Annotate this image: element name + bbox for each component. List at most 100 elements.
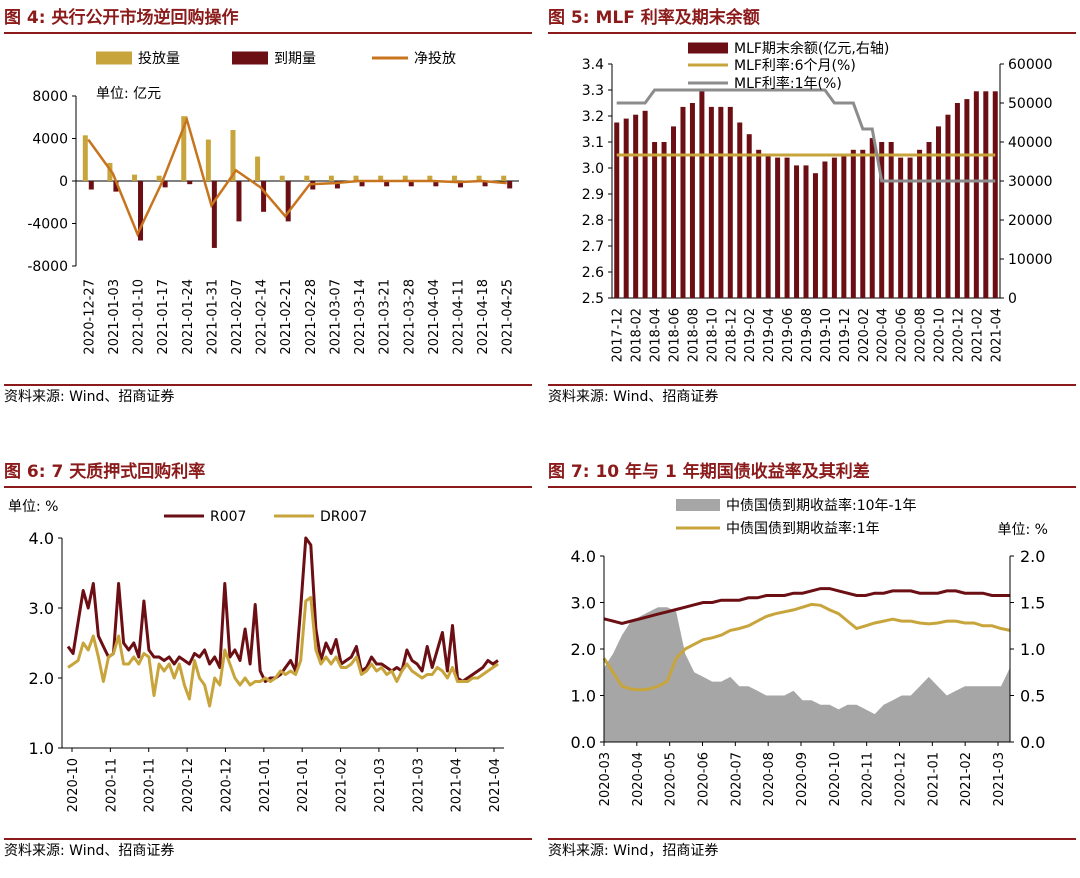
x-tick-label: 2021-04: [488, 758, 503, 812]
y-tick-label-right: 0: [1008, 291, 1017, 307]
x-tick-label: 2021-04-18: [476, 279, 491, 355]
bar-maturity: [433, 181, 439, 187]
x-tick-label: 2021-02-07: [230, 279, 245, 355]
x-tick-label: 2021-03-07: [328, 279, 343, 355]
x-tick-label: 2021-04-11: [451, 279, 466, 355]
chart-title: 图 7: 10 年与 1 年期国债收益率及其利差: [548, 458, 1076, 488]
unit-note: 单位: %: [8, 499, 58, 515]
bar-mlf-balance: [888, 142, 894, 298]
unit-note: 单位: 亿元: [96, 86, 161, 102]
bar-mlf-balance: [860, 149, 866, 298]
y-tick-label-left: 2.8: [582, 213, 604, 229]
bar-mlf-balance: [917, 149, 923, 298]
bar-mlf-balance: [737, 122, 743, 298]
y-tick-label-right: 0.5: [1020, 687, 1045, 706]
bar-injection: [132, 174, 138, 181]
y-tick-label-left: 2.7: [582, 239, 604, 255]
x-tick-label: 2019-12: [838, 308, 853, 362]
bar-maturity: [334, 181, 340, 189]
bar-mlf-balance: [614, 122, 620, 298]
bar-mlf-balance: [954, 103, 960, 298]
bar-maturity: [162, 181, 168, 188]
legend-mlf-balance-label: MLF期末余额(亿元,右轴): [734, 40, 889, 57]
bar-injection: [328, 175, 334, 181]
x-tick-label: 2021-03-28: [402, 279, 417, 355]
unit-note: 单位: %: [998, 522, 1048, 538]
bar-maturity: [359, 181, 365, 187]
legend-net-injection-label: 净投放: [414, 51, 456, 67]
y-tick-label-left: 3.1: [582, 135, 604, 151]
bar-injection: [402, 175, 408, 181]
bar-maturity: [507, 181, 513, 189]
bar-injection: [427, 175, 433, 181]
line-net-injection: [87, 115, 507, 238]
x-tick-label: 2021-03: [373, 758, 388, 812]
chart-source: 资料来源: Wind、招商证券: [4, 384, 532, 406]
x-tick-label: 2019-04: [762, 308, 777, 362]
x-tick-label: 2020-12: [219, 758, 234, 812]
x-tick-label: 2020-12: [951, 308, 966, 362]
bar-injection: [255, 156, 261, 181]
x-tick-label: 2018-12: [724, 308, 739, 362]
line-10y-yield: [603, 587, 1010, 625]
line-dr007: [67, 596, 499, 708]
bar-mlf-balance: [992, 91, 998, 298]
x-tick-label: 2018-02: [630, 308, 645, 362]
x-tick-label: 2021-01: [296, 758, 311, 812]
bar-mlf-balance: [850, 149, 856, 298]
bar-mlf-balance: [765, 153, 771, 298]
bar-injection: [378, 175, 384, 181]
y-tick-label-left: 0.0: [571, 733, 596, 752]
bar-maturity: [211, 181, 217, 248]
bar-maturity: [187, 181, 193, 185]
x-tick-label: 2021-03-21: [378, 279, 393, 355]
panel-mlf: 图 5: MLF 利率及期末余额 3.4 3.3 3.2 3.1 3.0 2.9 2.8 2.…: [548, 4, 1076, 424]
legend-maturity-swatch: [232, 51, 268, 65]
legend-spread-swatch: [676, 499, 720, 511]
y-tick-label-right: 30000: [1008, 174, 1053, 190]
y-tick-label-left: 3.0: [571, 594, 596, 613]
legend-injection-label: 投放量: [138, 51, 180, 67]
chart-title: 图 6: 7 天质押式回购利率: [4, 458, 532, 488]
bar-mlf-balance: [642, 110, 648, 298]
bar-mlf-balance: [812, 173, 818, 298]
x-tick-label: 2020-11: [104, 758, 119, 812]
x-tick-label: 2020-04: [876, 308, 891, 362]
bar-mlf-balance: [898, 157, 904, 298]
x-tick-label: 2018-10: [705, 308, 720, 362]
bar-mlf-balance: [699, 91, 705, 298]
y-tick-label-left: 2.5: [582, 291, 604, 307]
x-tick-label: 2020-06: [697, 752, 712, 806]
bar-mlf-balance: [964, 99, 970, 298]
x-tick-label: 2021-02: [335, 758, 350, 812]
legend-maturity-label: 到期量: [274, 51, 316, 67]
x-tick-label: 2021-01-24: [181, 279, 196, 355]
x-tick-label: 2021-02-21: [279, 279, 294, 355]
bar-injection: [304, 175, 310, 181]
bar-mlf-balance: [680, 106, 686, 299]
bar-mlf-balance: [803, 165, 809, 298]
chart-title: 图 5: MLF 利率及期末余额: [548, 4, 1076, 34]
x-tick-label: 2020-08: [762, 752, 777, 806]
legend-1y-yield-label: 中债国债到期收益率:1年: [726, 520, 880, 537]
y-tick-label-left: 3.4: [582, 57, 604, 73]
x-tick-label: 2021-02-28: [304, 279, 319, 355]
chart-mlf: 3.4 3.3 3.2 3.1 3.0 2.9 2.8 2.7 2.6 2.5 60000 50000…: [582, 40, 1053, 362]
bar-injection: [156, 175, 162, 181]
x-tick-label: 2020-04: [631, 752, 646, 806]
bar-maturity: [236, 181, 242, 222]
bar-maturity: [261, 181, 267, 212]
bar-mlf-balance: [718, 106, 724, 299]
y-tick-label-left: 3.3: [582, 83, 604, 99]
bar-mlf-balance: [794, 165, 800, 298]
panel-reverse-repo: 图 4: 央行公开市场逆回购操作 投放量 到期量 净投放 单位: 亿元 8000 4000…: [4, 4, 532, 424]
bar-injection: [107, 162, 113, 181]
bar-maturity: [88, 181, 94, 190]
legend-injection-swatch: [96, 51, 132, 65]
y-tick-label: 1.0: [29, 739, 54, 758]
y-tick-label-right: 40000: [1008, 135, 1053, 151]
legend-mlf-6m-label: MLF利率:6个月(%): [734, 57, 856, 74]
bar-mlf-balance: [784, 157, 790, 298]
y-tick-label: -4000: [27, 217, 68, 233]
y-tick-label-left: 3.0: [582, 161, 604, 177]
